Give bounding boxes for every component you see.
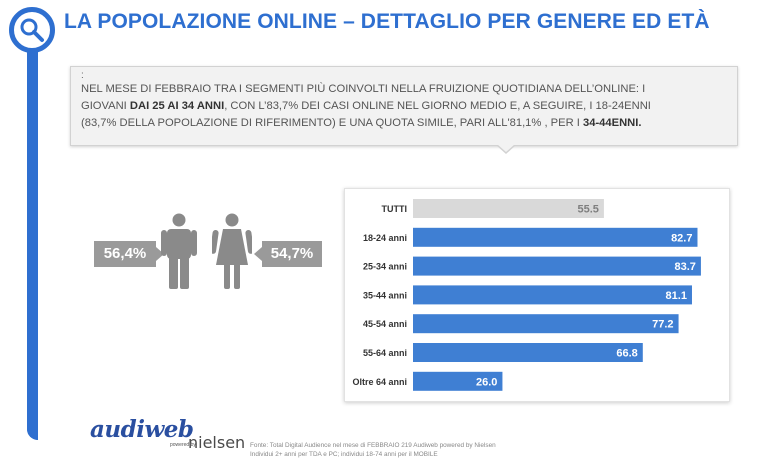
bar	[413, 314, 679, 334]
powered-by-text: powered by	[170, 442, 196, 448]
age-bar-chart: TUTTI 55.5 18-24 anni 82.7 25-34 anni 83.7 35-…	[352, 199, 701, 391]
bar	[413, 199, 604, 218]
callout-tail-inner	[497, 144, 515, 152]
value-label: 81.1	[666, 290, 687, 302]
source-note: Fonte: Total Digital Audience nel mese d…	[250, 441, 496, 459]
female-figure-icon	[212, 213, 252, 289]
search-badge	[9, 7, 55, 53]
bar	[413, 285, 692, 305]
bar	[413, 371, 503, 391]
value-label: 66.8	[616, 348, 637, 360]
value-label: 77.2	[652, 319, 673, 331]
callout-line3-pre: (83,7% DELLA POPOLAZIONE DI RIFERIMENTO)…	[81, 117, 583, 129]
callout-line2-post: , CON L’83,7% DEI CASI ONLINE NEL GIORNO…	[224, 100, 651, 112]
category-label: 18-24 anni	[363, 233, 407, 243]
callout-line2-bold: DAI 25 AI 34 ANNI	[129, 100, 225, 112]
source-line2: Individui 2+ anni per TDA e PC; individu…	[250, 451, 438, 458]
value-label: 82.7	[671, 232, 692, 244]
bar	[413, 256, 701, 276]
female-pointer	[254, 247, 262, 261]
callout-line1: NEL MESE DI FEBBRAIO TRA I SEGMENTI PIÙ …	[81, 83, 646, 95]
callout-colon: :	[81, 70, 84, 81]
audiweb-nielsen-logo: audiweb powered by nielsen	[90, 414, 245, 460]
value-label: 83.7	[675, 261, 696, 273]
callout-line3-bold: 34-44ENNI.	[583, 117, 642, 129]
left-rail-line	[27, 40, 38, 440]
magnifier-icon	[20, 18, 44, 42]
male-figure-icon	[161, 213, 197, 289]
callout-line2-pre: GIOVANI	[81, 100, 130, 112]
summary-callout: : NEL MESE DI FEBBRAIO TRA I SEGMENTI PI…	[70, 66, 738, 146]
category-label: 25-34 anni	[363, 262, 407, 272]
callout-text: NEL MESE DI FEBBRAIO TRA I SEGMENTI PIÙ …	[81, 81, 727, 132]
age-chart-panel: TUTTI 55.5 18-24 anni 82.7 25-34 anni 83.7 35-…	[344, 188, 730, 402]
bar	[413, 227, 698, 247]
female-percentage: 54,7%	[262, 241, 322, 267]
page-title: LA POPOLAZIONE ONLINE – DETTAGLIO PER GE…	[64, 10, 710, 33]
male-percentage: 56,4%	[94, 241, 156, 267]
audiweb-wordmark: audiweb	[90, 416, 194, 443]
category-label: 35-44 anni	[363, 290, 407, 300]
male-pointer	[156, 247, 164, 261]
category-label: TUTTI	[382, 204, 408, 214]
category-label: 45-54 anni	[363, 319, 407, 329]
nielsen-wordmark: nielsen	[188, 433, 246, 452]
category-label: 55-64 anni	[363, 348, 407, 358]
bar	[413, 343, 643, 362]
value-label: 26.0	[476, 376, 497, 388]
source-line1: Fonte: Total Digital Audience nel mese d…	[250, 442, 496, 449]
value-label: 55.5	[577, 204, 598, 216]
category-label: Oltre 64 anni	[352, 377, 407, 387]
